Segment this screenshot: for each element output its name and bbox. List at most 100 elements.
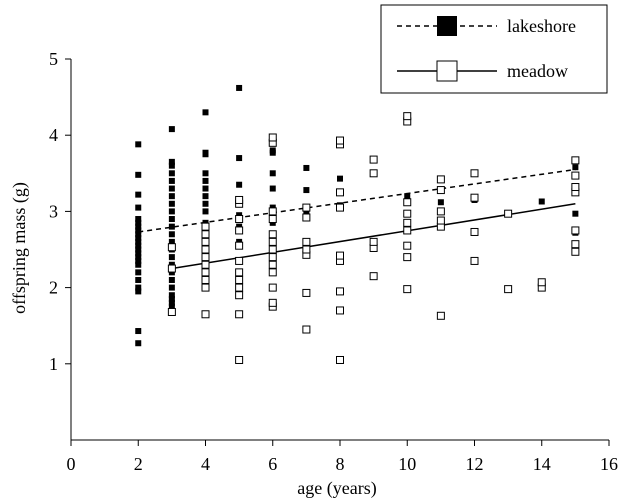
- meadow-point: [403, 209, 412, 218]
- x-tick-label: 14: [533, 454, 551, 474]
- lakeshore-legend-label: lakeshore: [507, 16, 576, 36]
- meadow-point: [201, 260, 210, 269]
- meadow-point: [436, 216, 445, 225]
- meadow-point: [504, 285, 513, 294]
- meadow-point: [403, 112, 412, 121]
- meadow-point: [369, 237, 378, 246]
- lakeshore-point: [303, 187, 310, 194]
- lakeshore-point: [168, 200, 175, 207]
- meadow-point: [369, 272, 378, 281]
- lakeshore-trend-line: [138, 168, 576, 233]
- y-ticks: 1 2 3 4 5: [49, 49, 71, 374]
- lakeshore-legend-marker: [437, 16, 457, 36]
- meadow-point: [235, 195, 244, 204]
- lakeshore-point: [202, 170, 209, 177]
- lakeshore-point: [135, 257, 142, 264]
- lakeshore-point: [135, 242, 142, 249]
- lakeshore-point: [202, 193, 209, 200]
- meadow-point: [268, 230, 277, 239]
- meadow-point: [268, 133, 277, 142]
- lakeshore-point: [135, 227, 142, 234]
- lakeshore-point: [168, 126, 175, 133]
- meadow-point: [302, 237, 311, 246]
- y-tick-label: 2: [49, 278, 58, 298]
- lakeshore-point: [538, 198, 545, 205]
- meadow-point: [403, 253, 412, 262]
- lakeshore-point: [168, 185, 175, 192]
- lakeshore-point: [168, 158, 175, 165]
- meadow-legend-label: meadow: [507, 61, 568, 81]
- lakeshore-point: [236, 84, 243, 91]
- meadow-point: [235, 275, 244, 284]
- meadow-point: [571, 156, 580, 165]
- meadow-legend-marker: [436, 60, 458, 82]
- meadow-point: [403, 218, 412, 227]
- meadow-point: [201, 310, 210, 319]
- meadow-point: [336, 251, 344, 260]
- lakeshore-point: [572, 210, 579, 217]
- lakeshore-point: [202, 185, 209, 192]
- y-tick-label: 3: [49, 201, 58, 221]
- lakeshore-point: [135, 219, 142, 226]
- lakeshore-point: [168, 177, 175, 184]
- lakeshore-point: [168, 292, 175, 299]
- meadow-point: [235, 215, 244, 224]
- lakeshore-point: [168, 216, 175, 223]
- meadow-point: [369, 169, 378, 178]
- meadow-point: [470, 256, 479, 265]
- x-axis-title: age (years): [297, 478, 376, 499]
- meadow-trend-line: [171, 203, 576, 270]
- lakeshore-point: [135, 216, 142, 223]
- lakeshore-point: [135, 340, 142, 347]
- meadow-point: [436, 207, 445, 216]
- meadow-point: [268, 245, 277, 254]
- lakeshore-point: [168, 162, 175, 169]
- lakeshore-point: [168, 193, 175, 200]
- lakeshore-point: [135, 288, 142, 295]
- x-tick-label: 2: [134, 454, 143, 474]
- meadow-point: [201, 230, 210, 239]
- lakeshore-point: [337, 175, 343, 182]
- lakeshore-point: [572, 164, 579, 171]
- meadow-point: [268, 283, 277, 292]
- y-tick-label: 4: [49, 125, 58, 145]
- legend-box: [380, 4, 608, 94]
- lakeshore-point: [202, 109, 209, 116]
- meadow-point: [470, 169, 479, 178]
- meadow-point: [470, 227, 479, 236]
- meadow-point: [403, 241, 412, 250]
- meadow-point: [470, 193, 479, 202]
- meadow-point: [167, 243, 176, 252]
- lakeshore-point: [269, 170, 276, 177]
- lakeshore-point: [168, 238, 175, 245]
- lakeshore-point: [135, 250, 142, 257]
- meadow-point: [571, 171, 580, 180]
- lakeshore-point: [404, 193, 411, 200]
- x-tick-label: 12: [466, 454, 484, 474]
- meadow-point: [201, 245, 210, 254]
- lakeshore-point: [135, 261, 142, 268]
- meadow-point: [235, 256, 244, 265]
- y-axis-title: offspring mass (g): [9, 182, 30, 314]
- meadow-point: [369, 155, 378, 164]
- meadow-point: [235, 268, 244, 277]
- lakeshore-point: [168, 254, 175, 261]
- meadow-point: [201, 222, 210, 231]
- meadow-point: [235, 310, 244, 319]
- meadow-point: [235, 355, 244, 364]
- meadow-point: [336, 188, 344, 197]
- meadow-point: [268, 207, 277, 216]
- meadow-point: [235, 226, 244, 235]
- lakeshore-point: [269, 147, 276, 154]
- lakeshore-point: [135, 235, 142, 242]
- lakeshore-point: [135, 204, 142, 211]
- meadow-point: [336, 203, 344, 212]
- meadow-point: [571, 247, 580, 256]
- lakeshore-point: [135, 254, 142, 261]
- lakeshore-point: [135, 328, 142, 335]
- meadow-point: [436, 311, 445, 320]
- lakeshore-point: [135, 191, 142, 198]
- lakeshore-point: [168, 303, 175, 310]
- meadow-point: [403, 285, 412, 294]
